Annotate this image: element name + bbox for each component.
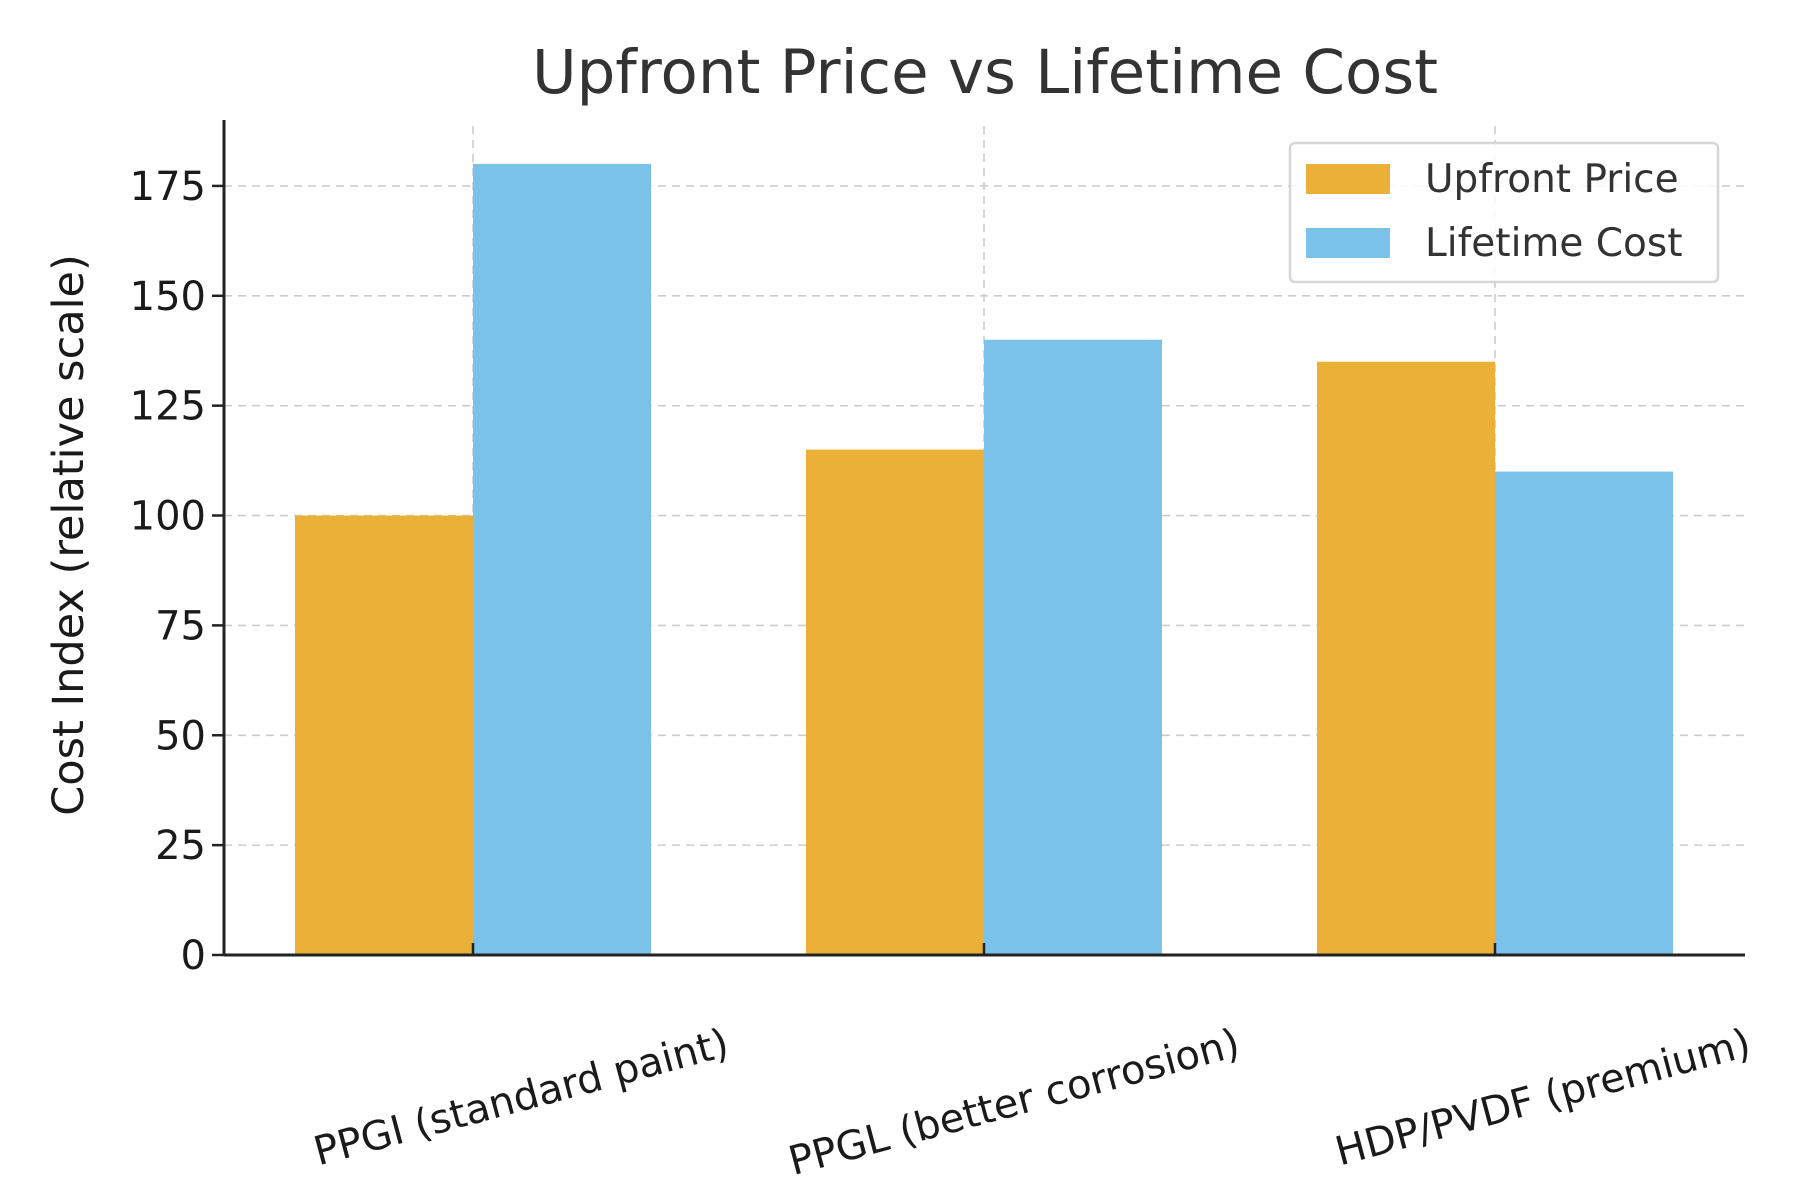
y-tick-label-175: 175 — [130, 164, 206, 210]
legend: Upfront Price Lifetime Cost — [1288, 141, 1720, 284]
bar-upfront-price-ppgi-standard-paint — [295, 515, 473, 955]
bar-upfront-price-hdp-pvdf-premium — [1317, 361, 1495, 955]
legend-label-lifetime-cost: Lifetime Cost — [1425, 221, 1683, 266]
y-tick-label-125: 125 — [130, 384, 206, 430]
bar-lifetime-cost-ppgl-better-corrosion — [984, 339, 1162, 956]
y-tick-label-75: 75 — [155, 603, 206, 649]
y-tick-label-0: 0 — [181, 933, 206, 979]
x-tick-labels: PPGI (standard paint) PPGL (better corros… — [309, 1020, 1756, 1185]
x-tick-label-hdp-pvdf-premium: HDP/PVDF (premium) — [1331, 1020, 1756, 1175]
x-tick-label-ppgi-standard-paint: PPGI (standard paint) — [309, 1020, 734, 1175]
y-tick-label-100: 100 — [130, 494, 206, 540]
y-tick-label-25: 25 — [155, 823, 206, 869]
legend-label-upfront-price: Upfront Price — [1425, 157, 1679, 202]
legend-frame — [1288, 141, 1720, 284]
legend-swatch-lifetime-cost — [1306, 228, 1390, 258]
y-tick-label-150: 150 — [130, 274, 206, 320]
y-tick-label-50: 50 — [155, 713, 206, 759]
legend-swatch-upfront-price — [1306, 164, 1390, 194]
axes — [212, 120, 1745, 957]
bars — [295, 163, 1673, 956]
x-tick-label-ppgl-better-corrosion: PPGL (better corrosion) — [784, 1020, 1245, 1185]
y-tick-labels: 0 25 50 75 100 125 150 175 — [130, 164, 206, 979]
y-axis-label: Cost Index (relative scale) — [44, 254, 94, 816]
chart-title: Upfront Price vs Lifetime Cost — [532, 37, 1438, 108]
bar-upfront-price-ppgl-better-corrosion — [806, 449, 984, 955]
bar-lifetime-cost-ppgi-standard-paint — [473, 163, 651, 955]
bar-lifetime-cost-hdp-pvdf-premium — [1495, 471, 1673, 955]
